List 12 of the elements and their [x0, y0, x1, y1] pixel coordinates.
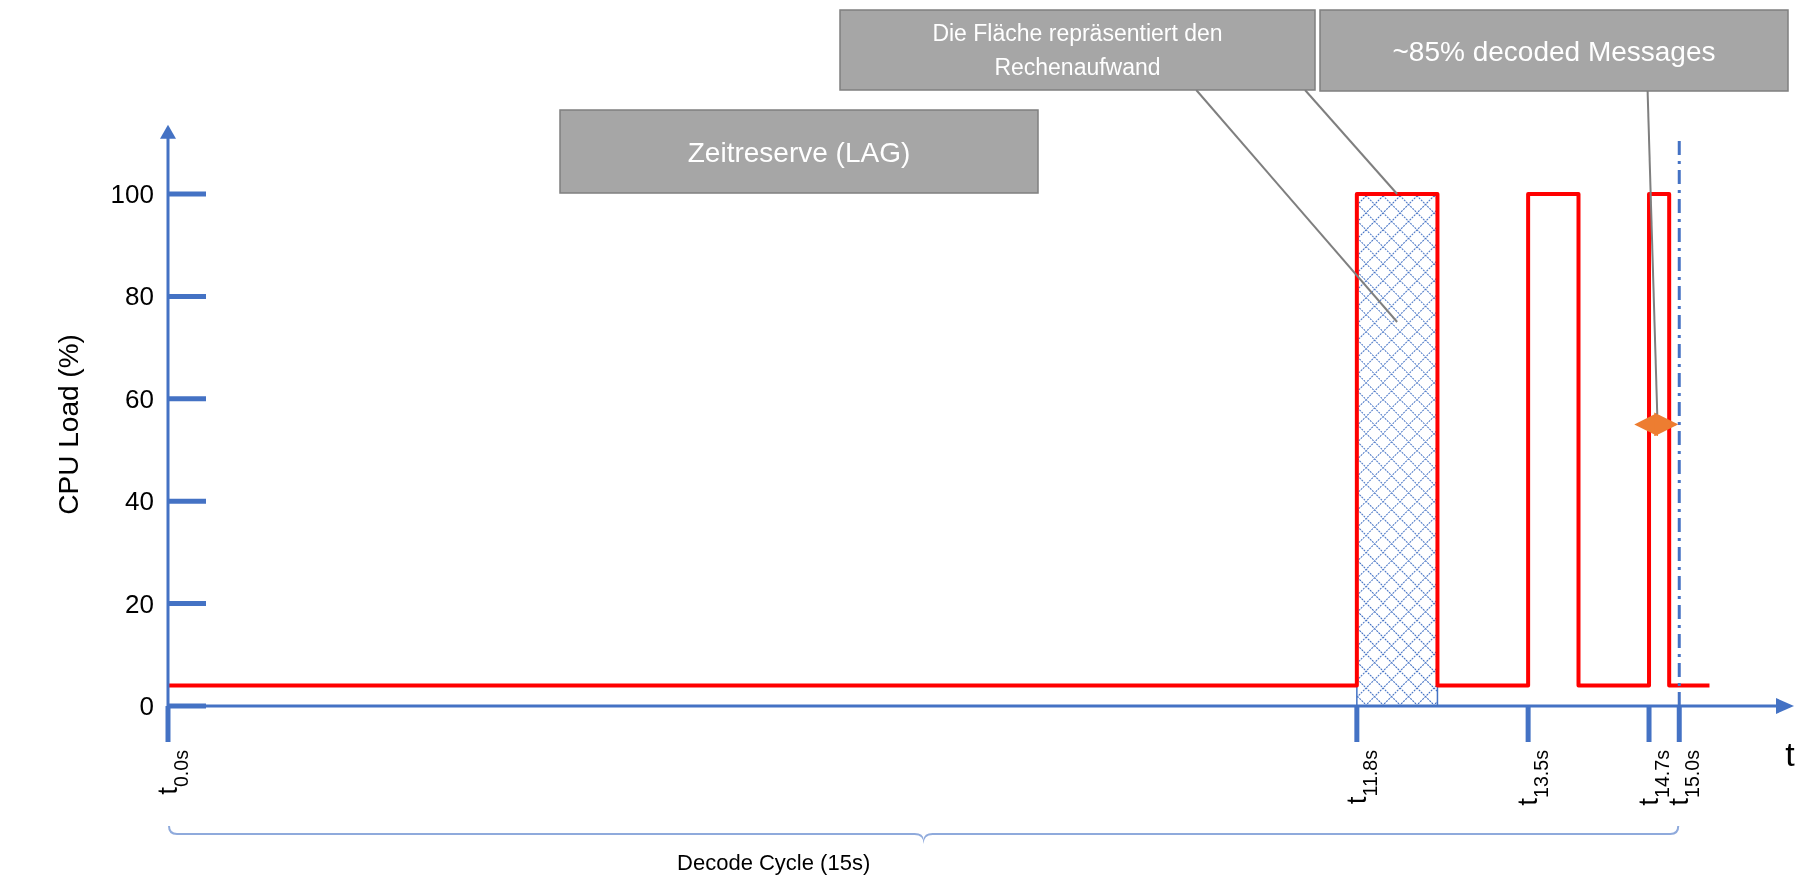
annotation: Zeitreserve (LAG) [687, 136, 911, 168]
y-tick-label: 80 [125, 281, 154, 312]
y-axis-title: CPU Load (%) [53, 334, 84, 515]
x-axis-title: t [1785, 735, 1796, 773]
y-tick-label: 40 [125, 486, 154, 517]
y-tick-label: 60 [125, 383, 154, 414]
text: Decode Cycle (15s) [677, 850, 871, 875]
text: ~85% decoded Messages [1392, 35, 1716, 67]
y-tick-label: 20 [125, 588, 154, 619]
y-tick-label: 100 [110, 179, 154, 209]
y-tick-label: 0 [139, 691, 154, 721]
text: Die Fläche repräsentiert den Rechenaufwand [932, 20, 1223, 80]
